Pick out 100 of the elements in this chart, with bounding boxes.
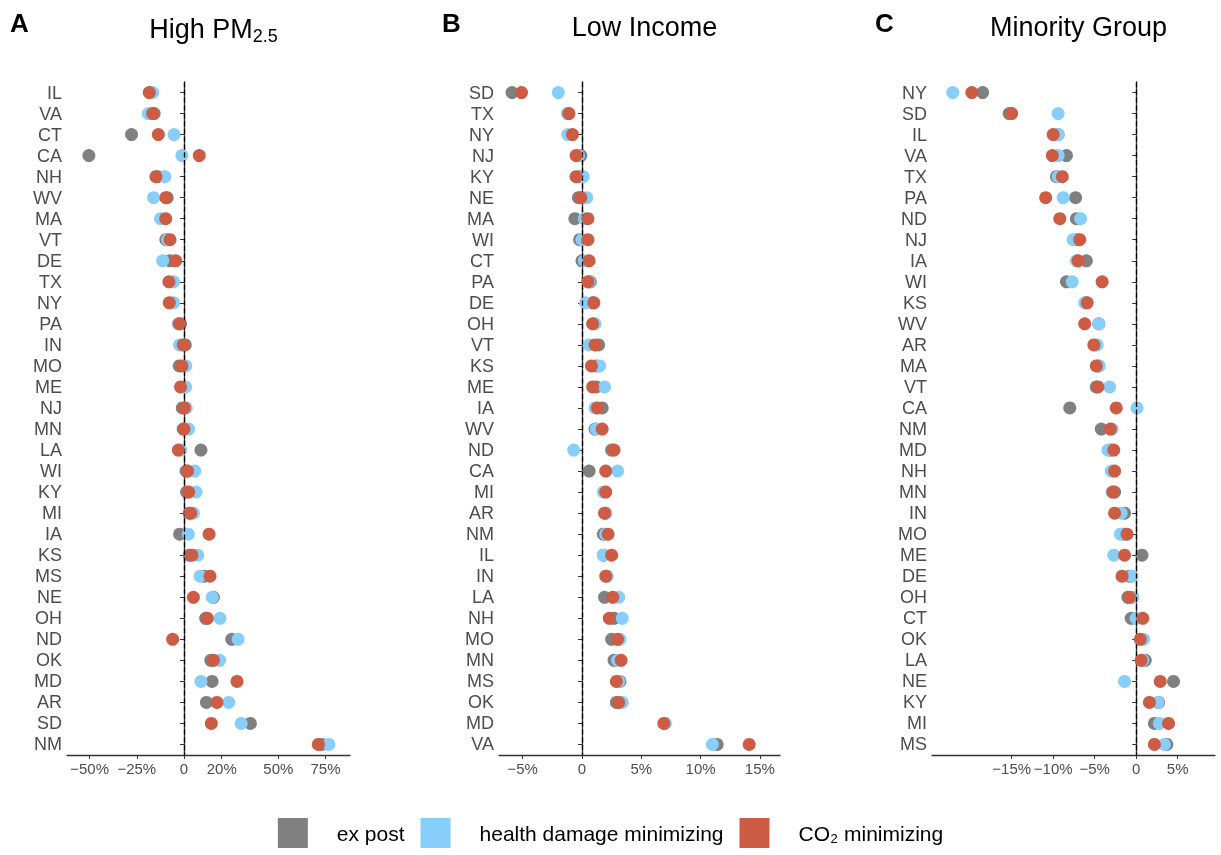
y-tick-label: ME: [467, 376, 494, 397]
y-tick-label: WI: [472, 229, 494, 250]
x-tick-label: −25%: [117, 760, 157, 777]
y-tick-label: MS: [900, 734, 927, 755]
y-tick-label: LA: [904, 650, 927, 671]
x-tick-label: 20%: [206, 760, 237, 777]
y-tick-label: NE: [468, 187, 494, 208]
y-tick-label: IA: [44, 524, 62, 545]
y-tick-label: DE: [901, 566, 927, 587]
y-tick-label: KY: [902, 692, 927, 713]
y-tick-label: MD: [899, 440, 927, 461]
y-tick-label: VA: [471, 734, 494, 755]
y-tick-label: IN: [44, 334, 62, 355]
y-tick-label: IL: [911, 124, 927, 145]
x-tick-label: 0: [577, 760, 587, 777]
y-tick-label: IA: [909, 250, 927, 271]
y-tick-label: ND: [468, 440, 494, 461]
y-tick-label: LA: [39, 440, 62, 461]
y-tick-label: WV: [465, 419, 494, 440]
y-tick-label: IN: [476, 566, 494, 587]
y-tick-label: IN: [909, 503, 927, 524]
y-tick-label: NE: [901, 671, 927, 692]
y-tick-label: MA: [900, 355, 927, 376]
y-tick-label: MD: [466, 713, 494, 734]
x-tick-label: −5%: [1079, 760, 1110, 777]
y-tick-label: TX: [903, 166, 927, 187]
y-tick-label: CA: [468, 461, 494, 482]
x-tick-label: −50%: [70, 760, 110, 777]
legend-label: CO₂ minimizing: [798, 821, 944, 845]
chart-title: Minority Group: [989, 11, 1168, 42]
y-tick-label: KS: [469, 355, 494, 376]
x-tick-label: −15%: [992, 760, 1032, 777]
y-tick-label: TX: [38, 271, 62, 292]
y-tick-label: DE: [468, 292, 494, 313]
y-tick-label: MA: [467, 208, 494, 229]
y-tick-label: MI: [907, 713, 927, 734]
x-tick-label: 5%: [630, 760, 653, 777]
y-tick-label: MO: [465, 629, 494, 650]
x-tick-label: −10%: [1033, 760, 1073, 777]
y-tick-label: SD: [468, 82, 494, 103]
y-tick-label: WV: [898, 313, 927, 334]
y-tick-label: OH: [900, 587, 927, 608]
y-tick-label: OH: [35, 608, 62, 629]
y-tick-label: IL: [46, 82, 62, 103]
y-tick-label: AR: [36, 692, 62, 713]
y-tick-label: PA: [904, 187, 927, 208]
y-tick-label: OH: [467, 313, 494, 334]
y-tick-label: NH: [901, 461, 927, 482]
y-tick-label: MS: [467, 671, 494, 692]
y-tick-label: MN: [466, 650, 494, 671]
y-tick-label: NJ: [472, 145, 494, 166]
x-tick-label: 0: [1131, 760, 1141, 777]
y-tick-label: KS: [902, 292, 927, 313]
legend-label: health damage minimizing: [479, 821, 724, 845]
y-tick-label: WV: [33, 187, 62, 208]
y-tick-label: OK: [35, 650, 62, 671]
y-tick-label: MN: [899, 482, 927, 503]
y-tick-label: MO: [33, 355, 62, 376]
y-tick-label: AR: [468, 503, 494, 524]
x-tick-label: 5%: [1166, 760, 1189, 777]
y-tick-label: OK: [900, 629, 927, 650]
y-tick-label: DE: [36, 250, 62, 271]
y-tick-label: MN: [34, 419, 62, 440]
y-tick-label: WI: [905, 271, 927, 292]
y-tick-label: VT: [903, 376, 927, 397]
x-tick-label: 10%: [685, 760, 716, 777]
y-tick-label: ME: [35, 376, 62, 397]
y-tick-label: MO: [898, 524, 927, 545]
y-tick-label: OK: [467, 692, 494, 713]
y-tick-label: NM: [466, 524, 494, 545]
y-tick-label: IA: [476, 397, 494, 418]
y-tick-label: MS: [35, 566, 62, 587]
text: C: [875, 8, 894, 38]
y-tick-label: SD: [36, 713, 62, 734]
y-tick-label: WI: [40, 461, 62, 482]
text: B: [442, 8, 461, 38]
legend-label: ex post: [336, 821, 405, 845]
y-tick-label: LA: [471, 587, 494, 608]
y-tick-label: MA: [35, 208, 62, 229]
y-tick-label: SD: [901, 103, 927, 124]
y-tick-label: PA: [471, 271, 494, 292]
x-tick-label: 50%: [263, 760, 294, 777]
x-tick-label: −5%: [507, 760, 538, 777]
y-tick-label: NM: [899, 419, 927, 440]
text: A: [10, 8, 29, 38]
y-tick-label: NE: [36, 587, 62, 608]
y-tick-label: NM: [34, 734, 62, 755]
y-tick-label: NH: [36, 166, 62, 187]
y-tick-label: NY: [901, 82, 927, 103]
y-tick-label: NJ: [40, 397, 62, 418]
y-tick-label: CA: [36, 145, 62, 166]
y-tick-label: CT: [470, 250, 494, 271]
y-tick-label: NY: [468, 124, 494, 145]
y-tick-label: ND: [901, 208, 927, 229]
y-tick-label: IL: [478, 545, 494, 566]
y-tick-label: MI: [42, 503, 62, 524]
y-tick-label: NJ: [905, 229, 927, 250]
y-tick-label: MI: [474, 482, 494, 503]
y-tick-label: VT: [38, 229, 62, 250]
y-tick-label: MD: [34, 671, 62, 692]
